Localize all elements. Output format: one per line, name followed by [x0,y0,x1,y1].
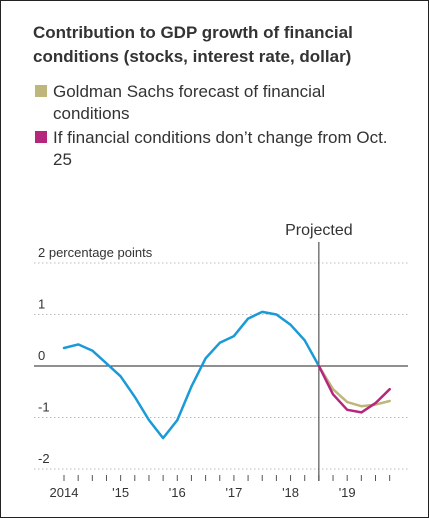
legend-swatch-goldman [35,85,47,97]
y-tick-label-4: -2 [38,451,50,466]
projection-label: Projected [285,222,353,239]
series-line-historical [62,310,321,440]
legend-label-unchanged: If financial conditions don’t change fro… [53,128,388,169]
series-line-unchanged [317,364,391,414]
y-tick-label-0: 2 percentage points [38,245,153,260]
y-tick-label-3: -1 [38,400,50,415]
legend-swatch-unchanged [35,131,47,143]
chart-legend: Goldman Sachs forecast of financial cond… [35,81,405,173]
y-tick-label-1: 1 [38,297,45,312]
x-tick-label-1: '15 [112,485,129,500]
legend-item-unchanged: If financial conditions don’t change fro… [35,127,405,171]
legend-item-goldman: Goldman Sachs forecast of financial cond… [35,81,405,125]
y-tick-label-2: 0 [38,348,45,363]
x-tick-label-0: 2014 [50,485,79,500]
legend-label-goldman: Goldman Sachs forecast of financial cond… [53,82,326,123]
x-tick-label-2: '16 [169,485,186,500]
series-line-goldman [317,364,391,408]
x-tick-label-5: '19 [339,485,356,500]
x-tick-label-4: '18 [282,485,299,500]
chart-title: Contribution to GDP growth of financial … [33,23,353,66]
x-tick-label-3: '17 [225,485,242,500]
